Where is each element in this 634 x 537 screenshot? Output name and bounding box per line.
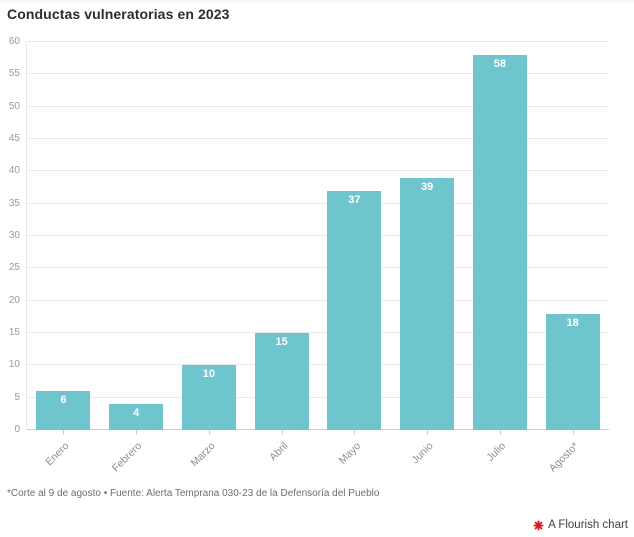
flourish-attribution-label: A Flourish chart [548,519,628,531]
gridline [27,170,609,172]
x-axis-tick [499,430,501,435]
y-tick-label: 0 [14,424,20,435]
y-tick-label: 10 [8,359,20,371]
gridline [27,364,609,366]
y-tick-label: 5 [14,391,20,403]
y-axis-labels: 0 5 10 15 20 25 30 35 40 45 50 55 60 [0,37,20,435]
bar-abril[interactable]: 15 [254,333,309,430]
gridline [27,73,609,75]
bar-value-label: 6 [60,394,67,407]
y-tick-label: 40 [8,165,20,177]
chart-title: Conductas vulneratorias en 2023 [7,6,230,22]
x-axis-tick [427,430,429,435]
x-axis-label: Abril [266,440,291,464]
gridline [27,396,609,398]
bar-julio[interactable]: 58 [472,54,527,430]
y-tick-label: 60 [8,36,20,47]
y-tick-label: 20 [8,294,20,306]
bar-value-label: 18 [566,316,579,329]
bar-slot: 10 Marzo [173,42,246,469]
x-axis-tick [572,430,574,435]
bar-agosto[interactable]: 18 [545,313,600,430]
bar-slot: 4 Febrero [100,42,173,474]
x-axis-tick [136,430,138,435]
x-axis-label: Mayo [336,440,363,467]
chart-footnote: *Corte al 9 de agosto • Fuente: Alerta T… [7,488,380,499]
bar-slot: 18 Agosto* [536,42,609,474]
flourish-attribution-link[interactable]: A Flourish chart [533,519,628,531]
bar-value-label: 10 [202,368,215,381]
y-tick-label: 50 [8,100,20,112]
y-tick-label: 45 [8,133,20,144]
bar-value-label: 37 [348,193,361,206]
x-axis-label: Julio [484,440,509,464]
y-tick-label: 35 [8,197,20,209]
bar-value-label: 4 [133,407,140,420]
gridline [27,105,609,107]
x-axis-tick [63,430,65,435]
x-axis-label: Junio [409,440,436,467]
bar-value-label: 15 [275,336,288,348]
gridlines [27,41,609,430]
y-tick-label: 30 [8,230,20,241]
x-axis-tick [208,430,210,435]
gridline [27,138,609,139]
bar-slot: 6 Enero [27,42,100,468]
page-top-edge [0,0,634,3]
x-axis-tick [354,430,356,435]
x-axis-label: Marzo [188,440,218,470]
bar-slot: 58 Julio [464,42,537,464]
bar-value-label: 58 [493,57,506,70]
gridline [27,202,609,204]
plot-area: 6 Enero 4 Febrero 10 Marzo 15 Abril 37 Mayo 39 Juni… [26,41,609,474]
x-axis-label: Febrero [110,440,145,475]
x-axis-label: Agosto* [546,440,582,475]
gridline [27,299,609,301]
y-tick-label: 55 [8,68,20,80]
gridline [27,267,609,269]
bar-slot: 37 Mayo [318,42,391,467]
x-axis-line [27,429,609,430]
bar-mayo[interactable]: 37 [327,190,382,430]
bar-marzo[interactable]: 10 [181,365,236,430]
bar-slot: 39 Junio [391,42,464,466]
y-tick-label: 25 [8,262,20,274]
gridline [27,332,609,333]
bar-junio[interactable]: 39 [400,177,455,430]
bars: 6 Enero 4 Febrero 10 Marzo 15 Abril 37 Mayo 39 Juni… [27,42,609,474]
y-tick-label: 15 [8,327,20,338]
gridline [27,235,609,236]
flourish-logo-icon [533,519,544,531]
gridline [27,41,609,42]
bar-febrero[interactable]: 4 [109,404,164,430]
bar-value-label: 39 [421,180,434,193]
x-axis-tick [281,430,283,435]
bar-enero[interactable]: 6 [36,391,91,430]
bar-slot: 15 Abril [245,42,318,463]
x-axis-label: Enero [43,440,72,469]
